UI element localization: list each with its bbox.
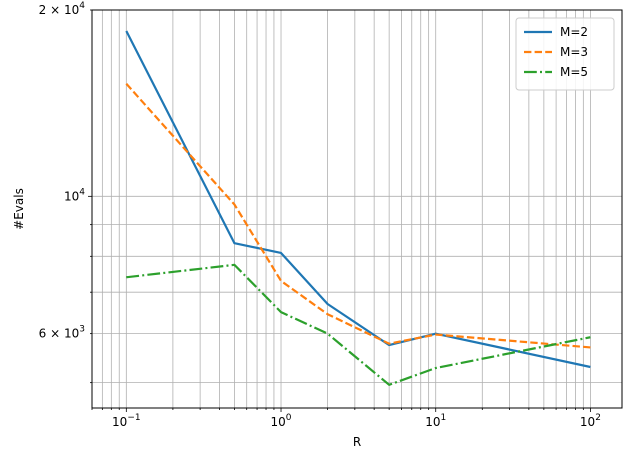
series-layer: [125, 30, 591, 386]
x-tick-label: 101: [425, 413, 446, 429]
legend-label: M=3: [560, 45, 588, 59]
y-tick-label: 104: [64, 187, 85, 203]
x-tick-label: 100: [271, 413, 292, 429]
legend-label: M=2: [560, 25, 588, 39]
x-tick-label: 10−1: [112, 413, 141, 429]
plot-frame: [91, 9, 623, 409]
legend: M=2 M=3 M=5: [515, 17, 615, 91]
series-line-m-3: [125, 83, 591, 349]
legend-label: M=5: [560, 65, 588, 79]
tick-layer: 10−1 100 101 102 2 × 104 104 6 × 103: [39, 1, 601, 429]
y-tick-label: 6 × 103: [39, 325, 85, 341]
y-axis-label: #Evals: [12, 188, 26, 230]
y-tick-label: 2 × 104: [39, 1, 86, 17]
series-line-m-5: [126, 263, 591, 386]
x-tick-label: 102: [580, 413, 601, 429]
x-axis-label: R: [353, 435, 361, 449]
